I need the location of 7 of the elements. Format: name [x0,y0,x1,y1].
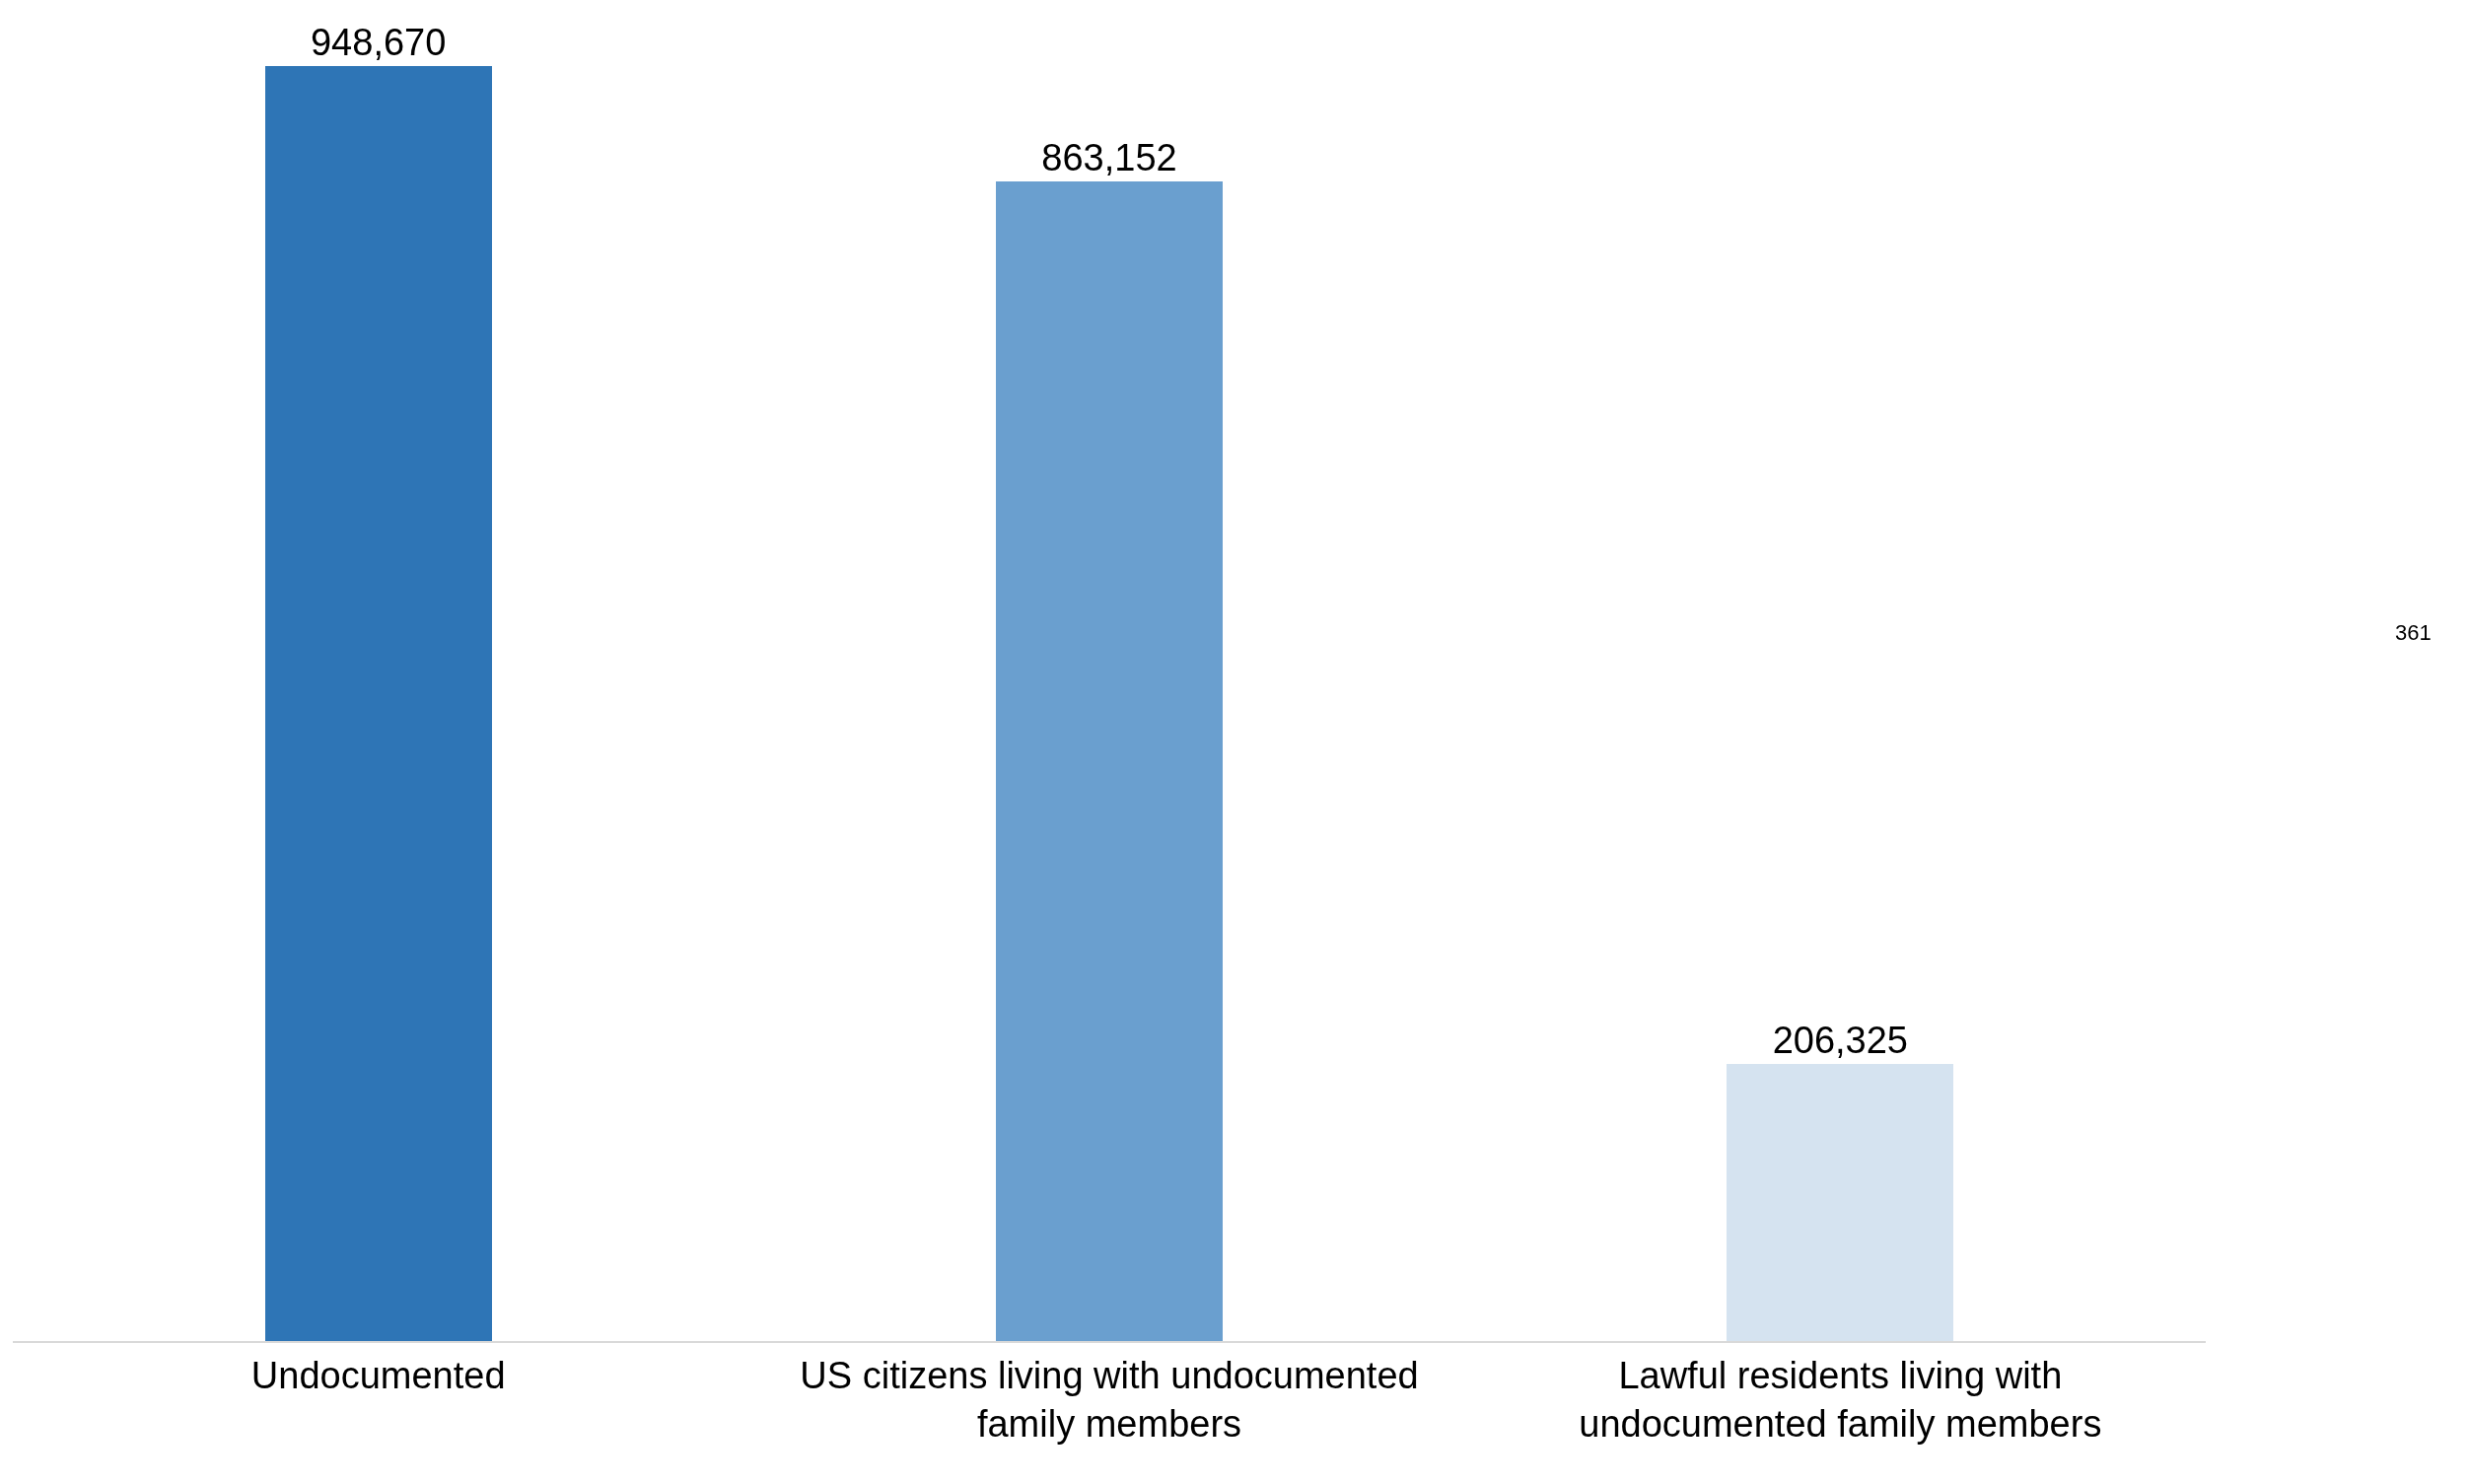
text: 361 [2395,620,2432,645]
data-label: 206,325 [1772,1019,1909,1061]
data-label: 863,152 [1041,136,1177,178]
x-tick-label: US citizens living with undocumented family members [800,1354,1419,1445]
x-tick-label: Undocumented [250,1354,506,1396]
data-label: 948,670 [310,22,447,63]
x-tick-label: Lawful residents living with undocumented family members [1579,1354,2102,1445]
